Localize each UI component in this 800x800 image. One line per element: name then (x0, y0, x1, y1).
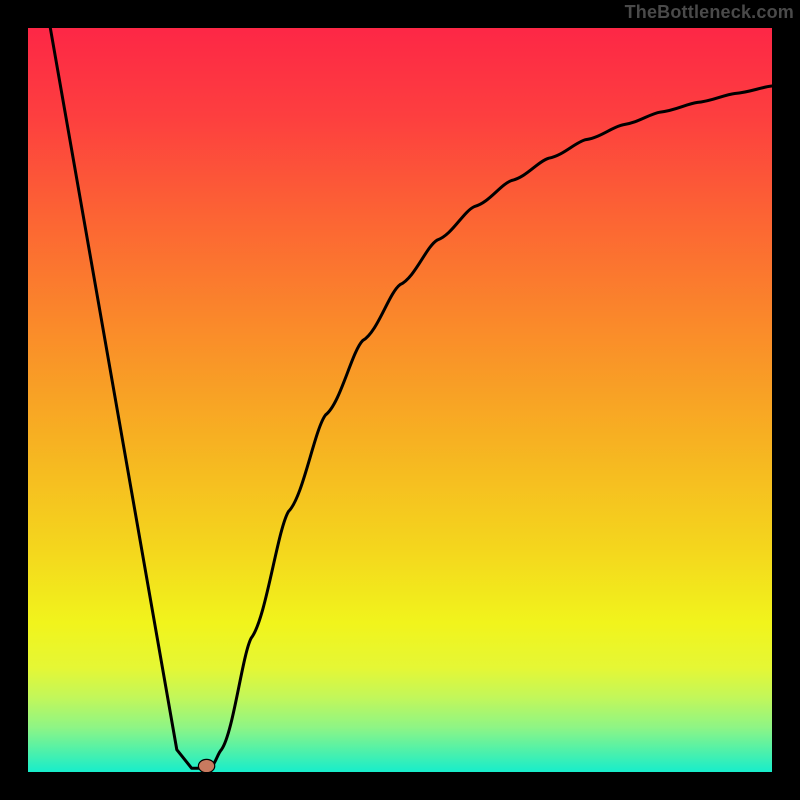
watermark-text: TheBottleneck.com (625, 2, 794, 23)
bottleneck-curve (50, 28, 772, 768)
optimal-marker (198, 759, 214, 772)
plot-area (28, 28, 772, 772)
curve-layer (28, 28, 772, 772)
